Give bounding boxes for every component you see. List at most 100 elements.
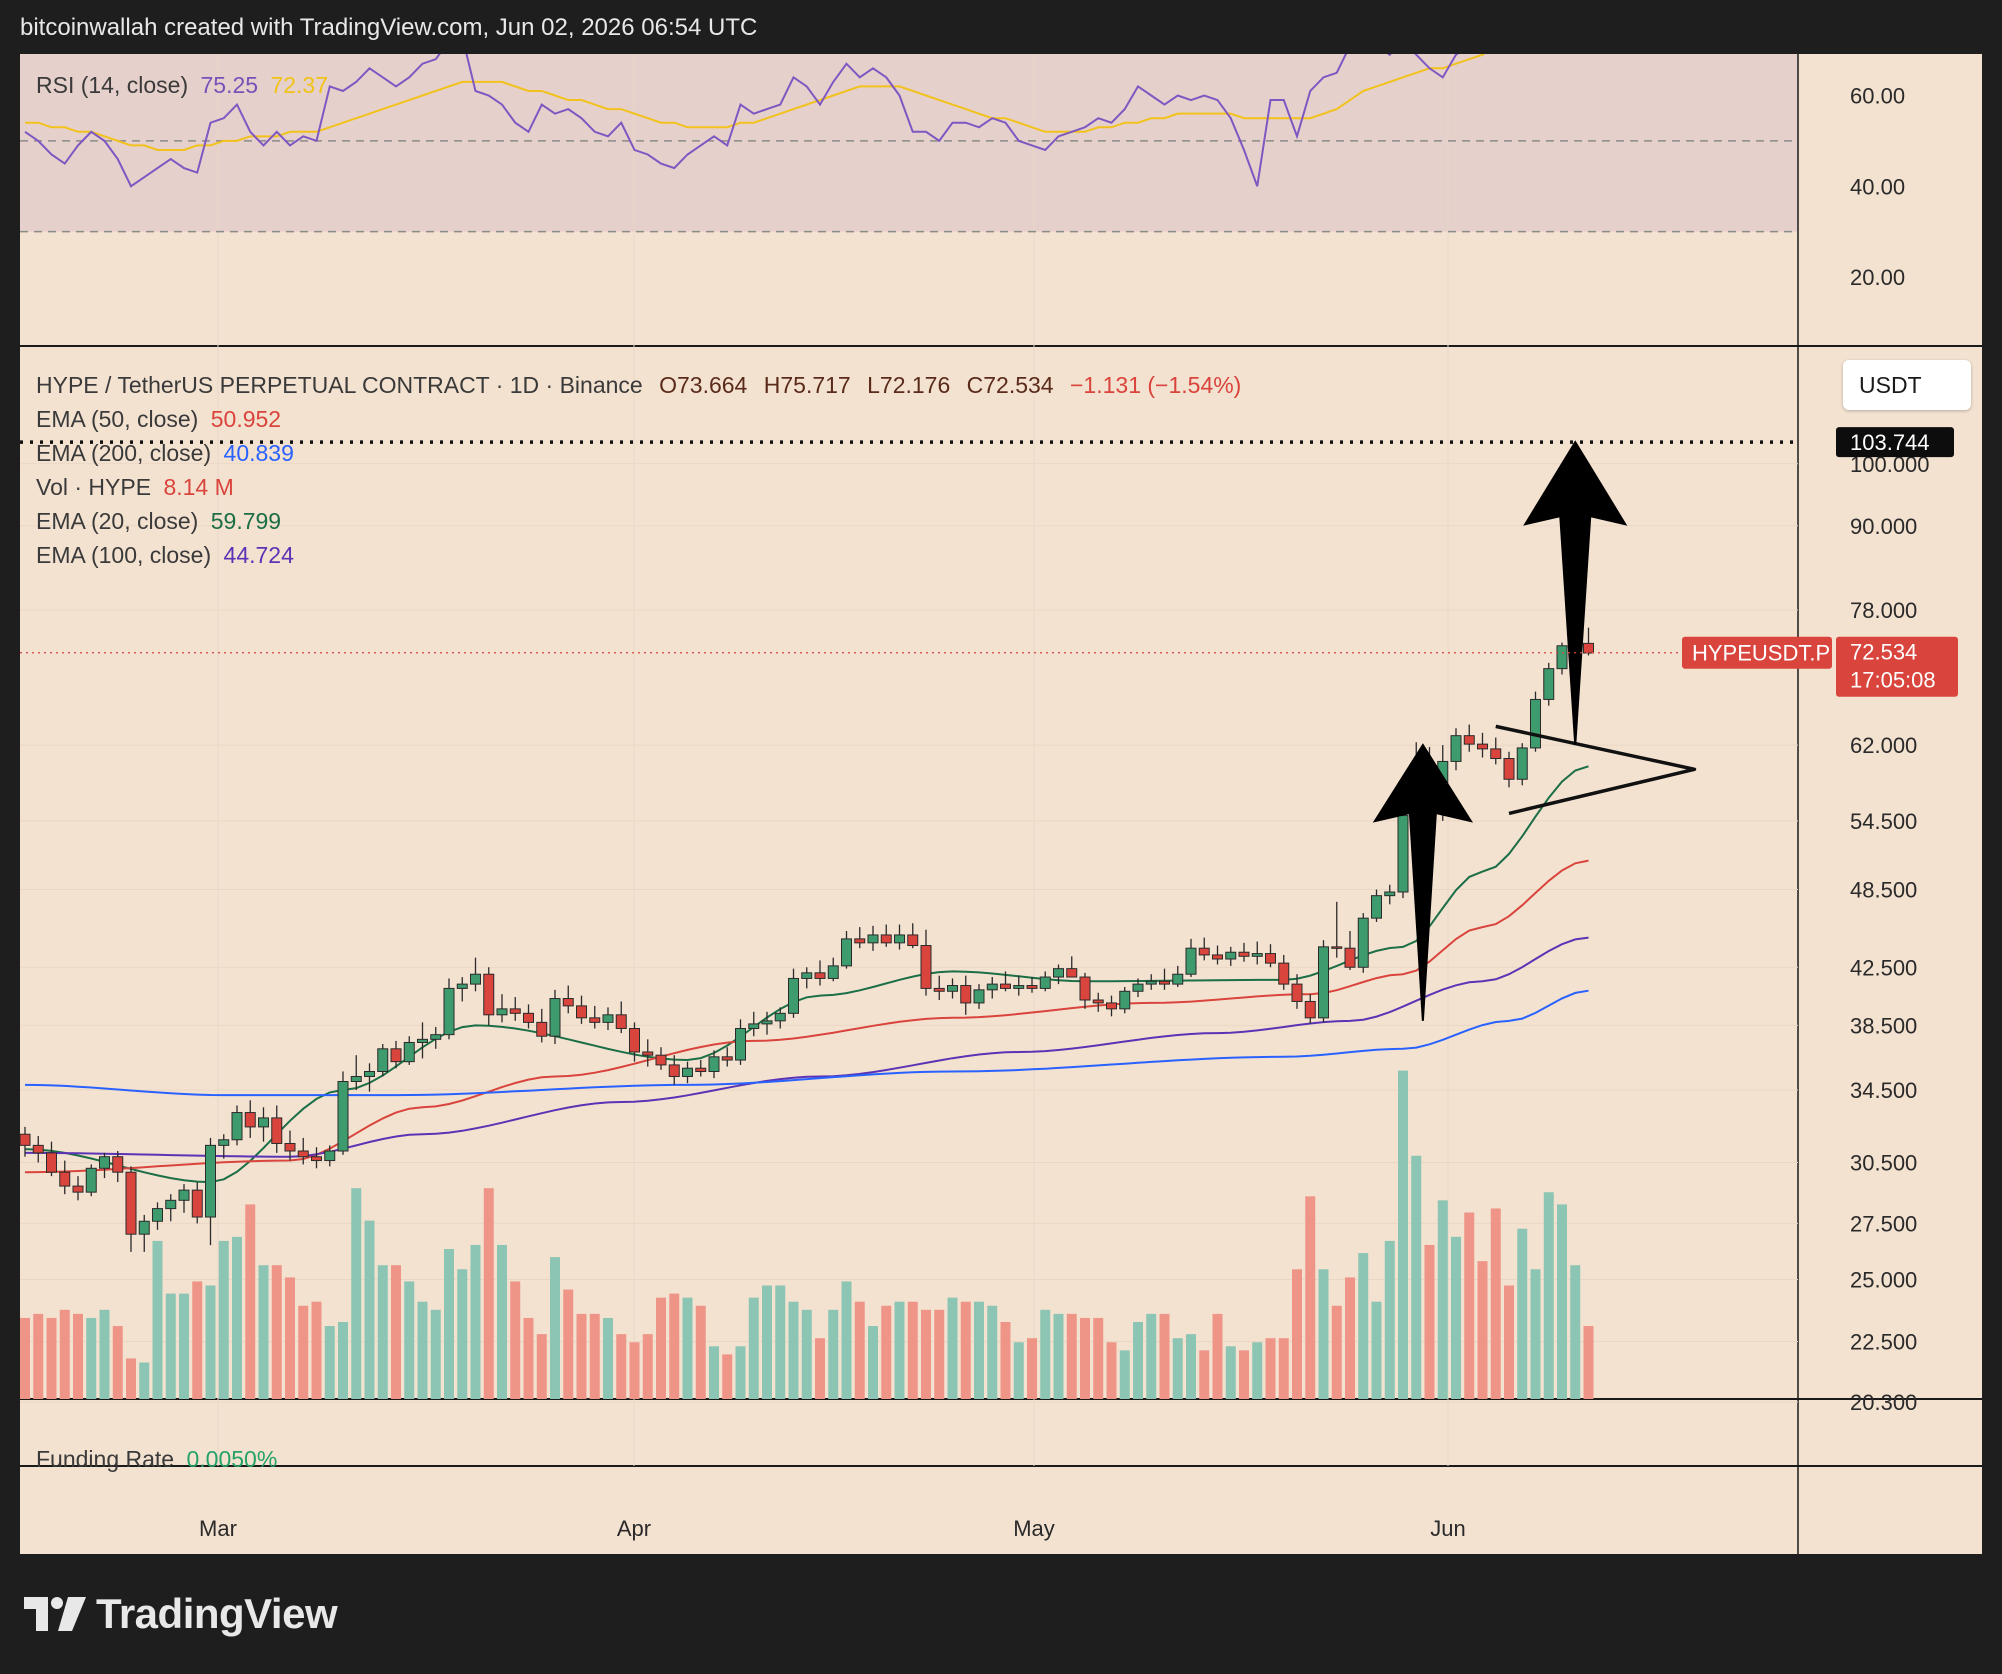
candle <box>496 994 508 1023</box>
candle-body <box>152 1208 163 1222</box>
volume-bar <box>1106 1342 1117 1399</box>
candle <box>774 1007 786 1029</box>
volume-bar <box>1345 1277 1355 1399</box>
volume-bar <box>854 1301 865 1399</box>
candle <box>721 1047 733 1067</box>
candle <box>138 1214 150 1252</box>
candle <box>1265 944 1276 968</box>
volume-bar <box>1583 1326 1594 1399</box>
volume-bar <box>73 1313 83 1399</box>
volume-bar <box>603 1317 613 1399</box>
volume-bar <box>1398 1070 1408 1399</box>
candle-body <box>894 934 905 944</box>
volume-bar <box>576 1313 587 1399</box>
volume-bar <box>324 1326 335 1399</box>
volume-bar <box>311 1301 322 1399</box>
tradingview-logo-text: TradingView <box>96 1590 338 1637</box>
candle-body <box>1530 698 1541 749</box>
candle-body <box>364 1070 375 1077</box>
volume-bar <box>86 1317 97 1399</box>
candle-body <box>1450 735 1462 762</box>
candle-body <box>774 1012 786 1022</box>
symbol-title[interactable]: HYPE / TetherUS PERPETUAL CONTRACT · 1D … <box>36 372 643 398</box>
ema200-line <box>24 989 1589 1097</box>
candle <box>1251 941 1263 965</box>
ema100-line <box>25 936 1589 1158</box>
candle <box>682 1061 693 1084</box>
volume-bar <box>205 1285 216 1399</box>
currency-button[interactable]: USDT <box>1843 360 1971 410</box>
candle-body <box>1079 976 1091 1001</box>
candle <box>814 960 826 986</box>
target-price-tag <box>1836 427 1954 458</box>
candle <box>655 1047 667 1070</box>
candle-body <box>1503 758 1515 780</box>
candle <box>1145 974 1157 990</box>
funding-label: Funding Rate <box>36 1446 175 1472</box>
volume-bar <box>1199 1350 1210 1399</box>
volume-bar <box>987 1305 998 1399</box>
last-price-tag <box>1836 636 1958 697</box>
candle <box>695 1060 707 1077</box>
candle-body <box>576 1005 587 1019</box>
indicator-legend-ema200[interactable]: EMA (200, close) 40.839 <box>36 440 300 467</box>
candle <box>735 1019 746 1065</box>
candle-body <box>20 1133 31 1146</box>
candle <box>523 1004 534 1029</box>
rsi-line <box>24 54 1459 188</box>
candle-body <box>536 1021 548 1037</box>
volume-bar <box>629 1342 640 1399</box>
candle <box>1344 931 1356 971</box>
candle-body <box>973 989 985 1004</box>
volume-bar <box>921 1309 931 1399</box>
volume-bar <box>391 1265 401 1399</box>
candle-body <box>297 1150 309 1158</box>
ohlc-low: L72.176 <box>867 372 951 398</box>
candle-body <box>1291 983 1303 1002</box>
time-axis-label: Mar <box>199 1516 237 1541</box>
volume-bar <box>828 1309 839 1399</box>
price-axis-label: 25.000 <box>1850 1267 1917 1292</box>
chart-area[interactable]: 60.00 40.00 20.00 100.000 90.000 78.000 62.000… <box>20 54 1982 1554</box>
indicator-legend-ema20[interactable]: EMA (20, close) 59.799 <box>36 508 287 535</box>
candle <box>284 1130 296 1161</box>
candle <box>1318 940 1329 1023</box>
volume-bar <box>46 1317 57 1399</box>
volume-bar <box>457 1269 468 1399</box>
symbol-legend[interactable]: HYPE / TetherUS PERPETUAL CONTRACT · 1D … <box>36 372 1251 399</box>
candle-body <box>1198 947 1210 956</box>
candle <box>46 1141 57 1177</box>
indicator-legend-ema50[interactable]: EMA (50, close) 50.952 <box>36 406 287 433</box>
candle-body <box>165 1199 177 1210</box>
indicator-legend-volume[interactable]: Vol · HYPE 8.14 M <box>36 474 240 501</box>
candle-body <box>99 1156 110 1169</box>
candle-body <box>748 1023 760 1029</box>
chart-canvas[interactable]: 60.0040.0020.00100.00090.00078.00062.000… <box>20 54 1982 1554</box>
candle-body <box>456 983 468 989</box>
candle-body <box>178 1189 190 1201</box>
candle <box>1212 945 1223 965</box>
tradingview-logo[interactable]: TradingView <box>24 1590 338 1638</box>
candle <box>1039 971 1051 992</box>
candle-body <box>1384 891 1396 897</box>
volume-bar <box>1358 1253 1369 1399</box>
candle <box>1132 978 1144 998</box>
candle <box>403 1036 415 1065</box>
volume-bar <box>1318 1269 1329 1399</box>
volume-bar <box>483 1188 494 1399</box>
volume-bar <box>1000 1321 1011 1399</box>
candle-body <box>324 1150 336 1162</box>
volume-bar <box>682 1297 693 1399</box>
volume-bar <box>801 1309 812 1399</box>
candle <box>1304 994 1316 1024</box>
candle-body <box>218 1139 230 1146</box>
volume-bar <box>1292 1269 1302 1399</box>
candle <box>20 1126 31 1157</box>
volume-bar <box>536 1334 547 1399</box>
candle <box>1516 743 1528 786</box>
indicator-label: EMA (100, close) <box>36 542 212 568</box>
indicator-legend-ema100[interactable]: EMA (100, close) 44.724 <box>36 542 300 569</box>
candle <box>1225 946 1237 966</box>
breakout-arrow-up <box>1372 743 1474 1021</box>
volume-bar <box>709 1346 719 1399</box>
